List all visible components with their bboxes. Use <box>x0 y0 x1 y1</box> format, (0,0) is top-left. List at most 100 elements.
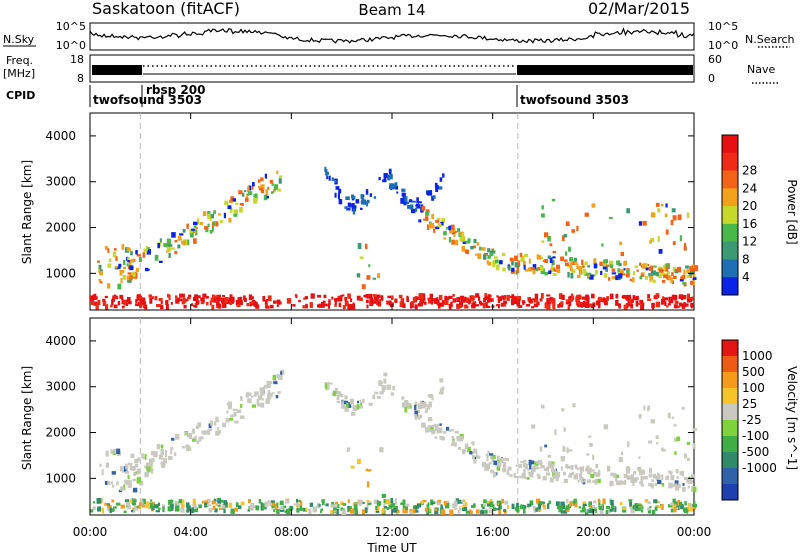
data-cell <box>584 261 588 266</box>
data-cell <box>263 194 268 201</box>
data-cell <box>181 503 185 509</box>
data-cell <box>611 268 616 272</box>
data-cell <box>154 295 158 301</box>
data-cell <box>115 256 118 261</box>
data-cell <box>490 469 495 474</box>
data-cell <box>555 477 559 481</box>
data-cell <box>310 293 315 299</box>
data-cell <box>489 453 494 456</box>
noise-left-tick-top: 10^5 <box>56 20 86 33</box>
data-cell <box>294 294 298 297</box>
data-cell <box>652 305 655 310</box>
data-cell <box>686 297 691 303</box>
data-cell <box>350 465 355 469</box>
data-cell <box>416 204 421 209</box>
data-cell <box>139 480 144 486</box>
data-cell <box>616 480 621 486</box>
data-cell <box>373 196 377 199</box>
data-cell <box>643 405 646 411</box>
data-cell <box>215 503 219 507</box>
data-cell <box>523 505 527 509</box>
data-cell <box>264 300 268 304</box>
data-cell <box>407 403 412 406</box>
data-cell <box>210 214 214 219</box>
data-cell <box>582 501 587 506</box>
data-cell <box>213 498 217 503</box>
data-cell <box>625 298 628 301</box>
data-cell <box>139 257 142 262</box>
data-cell <box>338 188 342 194</box>
data-cell <box>452 503 456 508</box>
data-cell <box>375 505 378 511</box>
data-cell <box>160 304 164 310</box>
data-cell <box>193 238 197 244</box>
data-cell <box>352 405 356 411</box>
data-cell <box>635 300 639 307</box>
data-cell <box>516 509 520 513</box>
data-cell <box>249 505 254 511</box>
data-cell <box>328 299 331 305</box>
data-cell <box>429 222 434 229</box>
data-cell <box>125 471 130 474</box>
data-cell <box>425 404 429 408</box>
data-cell <box>640 483 644 487</box>
data-cell <box>685 265 689 269</box>
velocity-panel-frame <box>89 317 695 516</box>
data-cell <box>342 503 346 506</box>
data-cell <box>493 472 497 476</box>
data-cell <box>351 203 355 208</box>
data-cell <box>246 303 250 307</box>
data-cell <box>207 504 212 507</box>
data-cell <box>160 300 163 304</box>
data-cell <box>404 508 408 514</box>
data-cell <box>341 294 345 297</box>
data-cell <box>532 298 537 301</box>
data-cell <box>393 502 398 505</box>
data-cell <box>548 462 552 466</box>
data-cell <box>166 238 171 245</box>
data-cell <box>536 498 541 504</box>
data-cell <box>260 190 265 194</box>
data-cell <box>619 241 623 245</box>
data-cell <box>459 301 464 307</box>
data-cell <box>527 503 532 507</box>
data-cell <box>179 293 183 298</box>
data-cell <box>598 500 601 506</box>
data-cell <box>302 305 306 309</box>
data-cell <box>681 406 685 410</box>
data-cell <box>593 258 597 264</box>
data-cell <box>207 213 210 220</box>
colorbar-tick-label: -25 <box>742 413 762 427</box>
data-cell <box>448 225 452 231</box>
data-cell <box>449 229 453 234</box>
data-cell <box>539 446 543 452</box>
data-cell <box>586 453 590 456</box>
data-cell <box>420 401 425 407</box>
data-cell <box>501 498 504 504</box>
data-cell <box>142 505 146 508</box>
colorbar-segment <box>722 259 738 278</box>
data-cell <box>497 298 500 303</box>
data-cell <box>251 395 254 398</box>
colorbar-segment <box>722 277 738 296</box>
data-cell <box>688 299 692 302</box>
data-cell <box>570 293 574 299</box>
data-cell <box>582 504 586 510</box>
data-cell <box>587 265 590 268</box>
data-cell <box>260 502 263 509</box>
data-cell <box>457 510 461 514</box>
data-cell <box>526 476 530 480</box>
data-cell <box>437 217 441 222</box>
data-cell <box>648 267 653 270</box>
data-cell <box>127 505 132 510</box>
data-cell <box>389 183 394 190</box>
data-cell <box>285 508 291 515</box>
data-cell <box>424 507 428 512</box>
data-cell <box>362 398 365 404</box>
data-cell <box>260 505 264 511</box>
data-cell <box>157 502 160 506</box>
data-cell <box>344 300 349 307</box>
data-cell <box>255 304 260 309</box>
data-cell <box>499 458 504 463</box>
data-cell <box>660 271 665 276</box>
